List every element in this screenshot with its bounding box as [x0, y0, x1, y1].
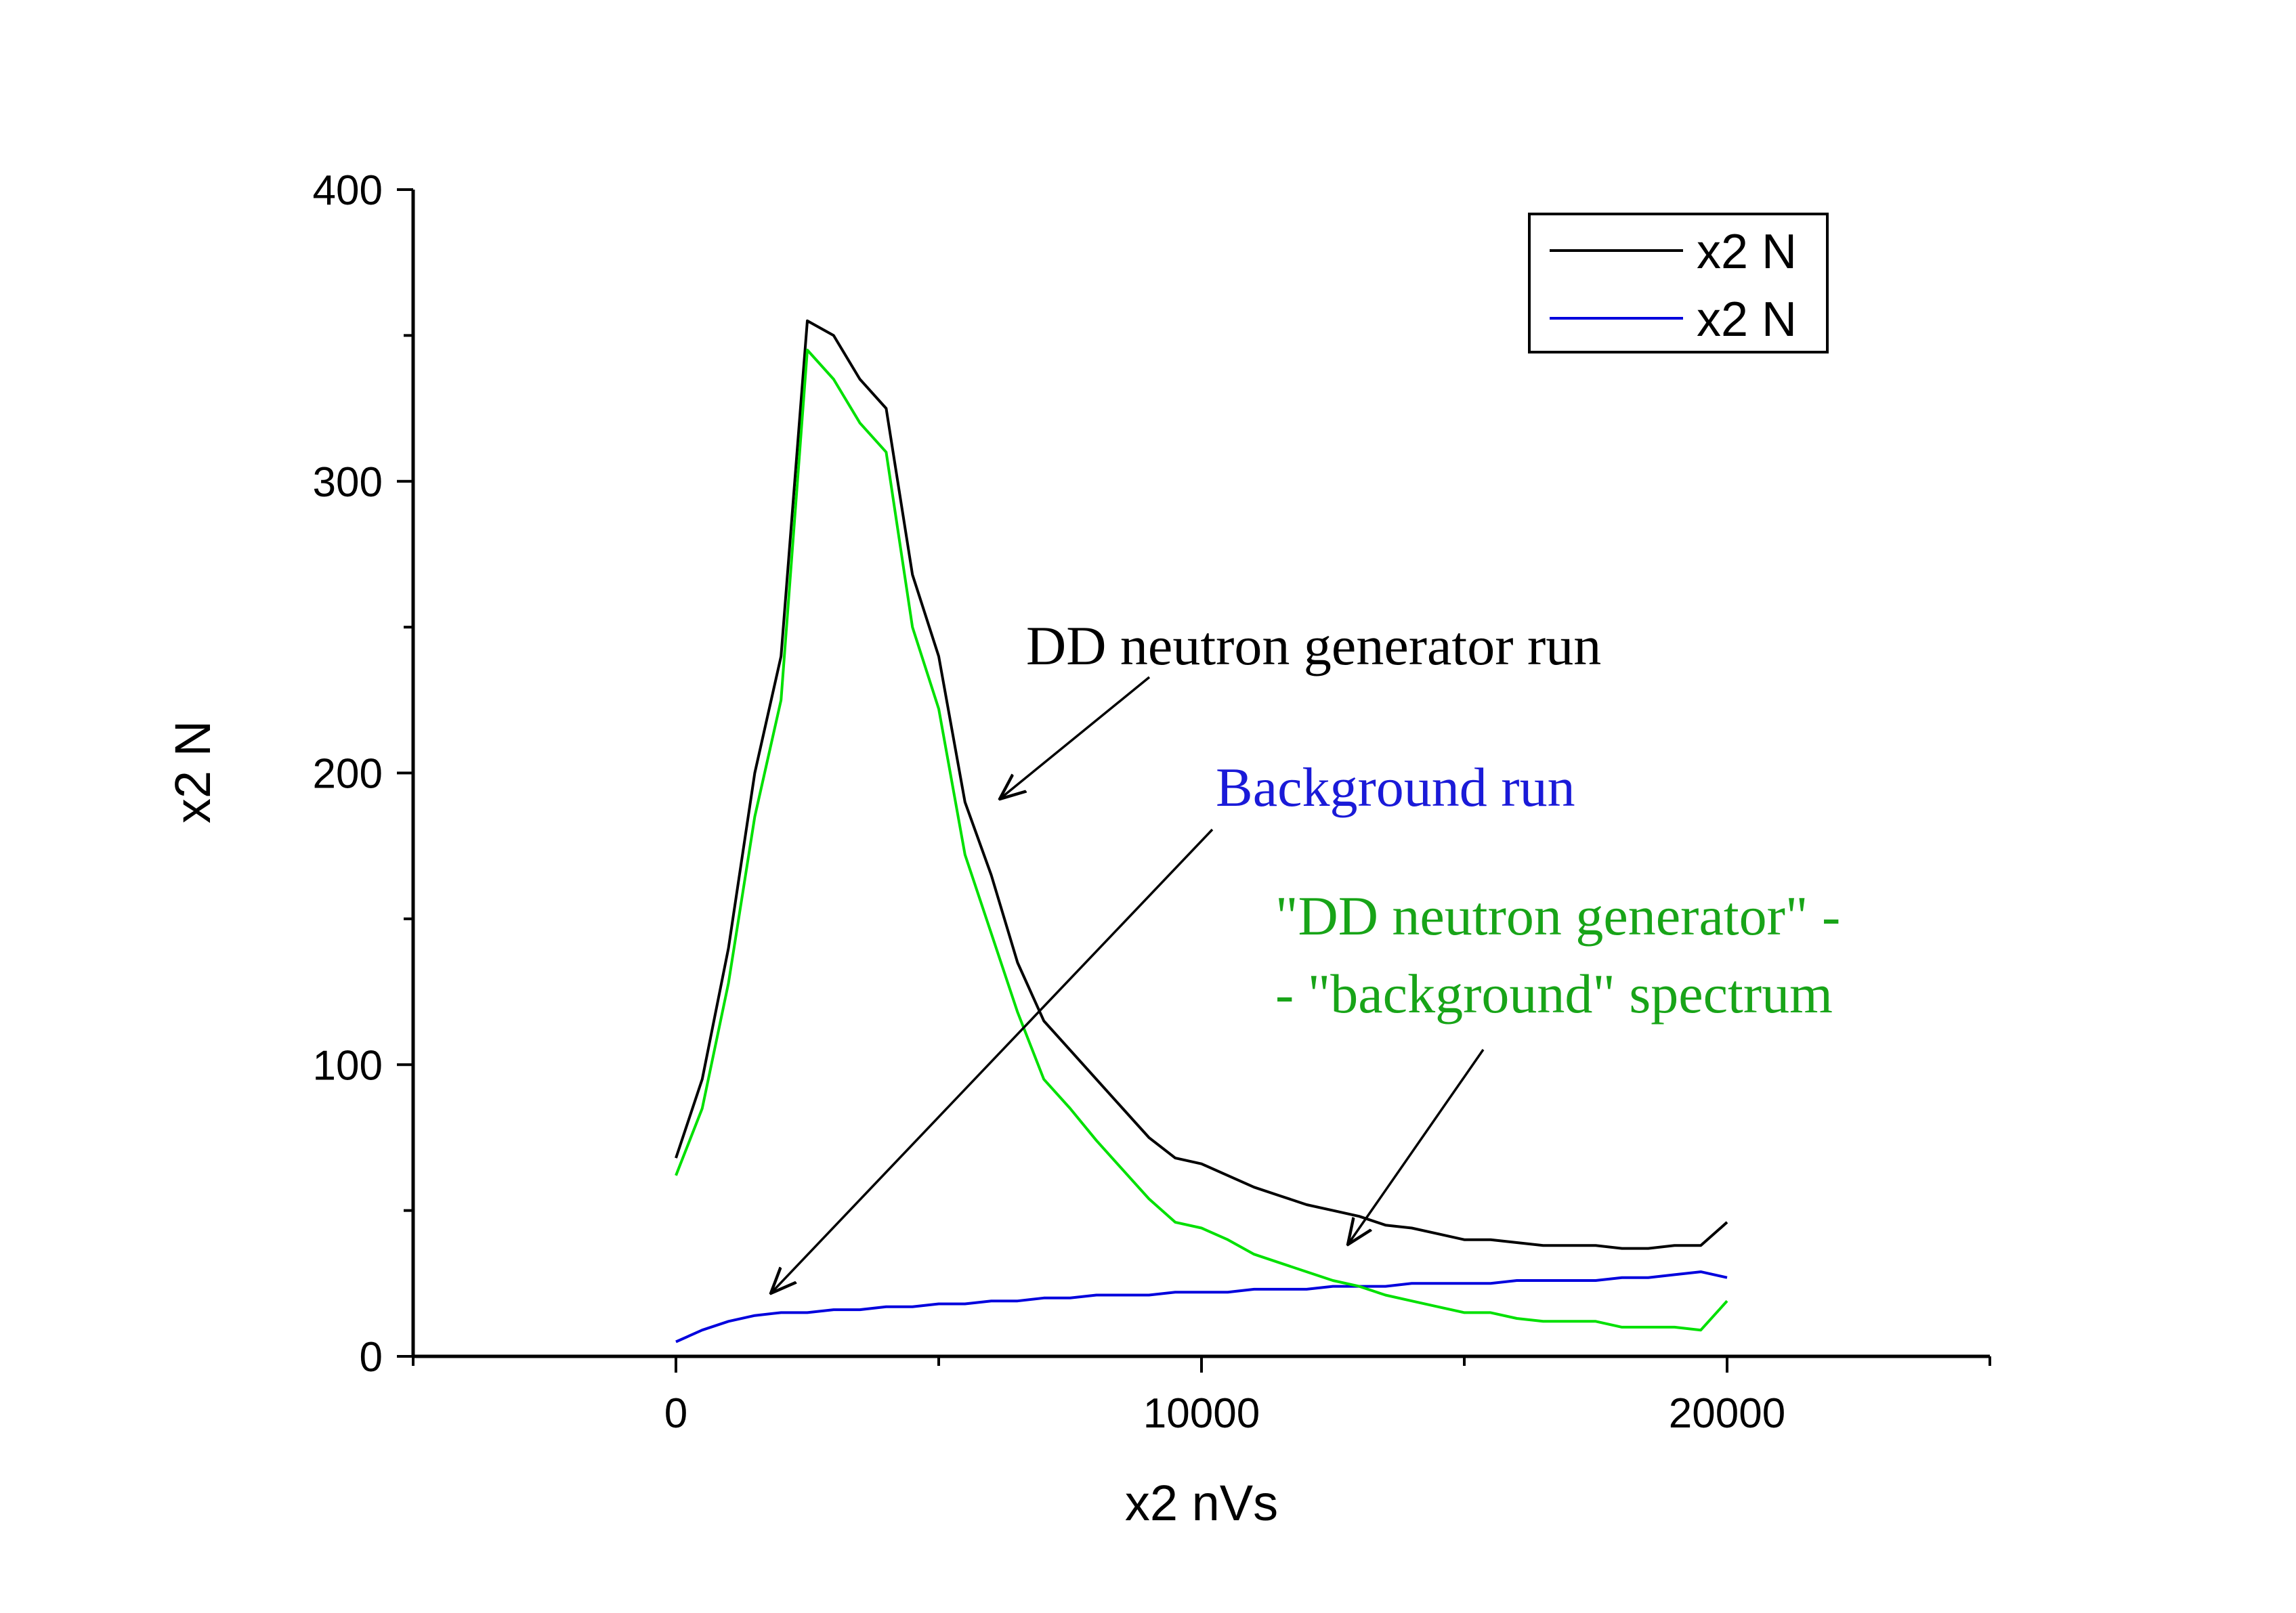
- legend-label-0: x2 N: [1697, 225, 1797, 279]
- plot-series: [675, 319, 1728, 1343]
- y-tick-label: 300: [313, 459, 383, 506]
- series-line-1: [675, 1270, 1728, 1343]
- legend-box: [1528, 213, 1829, 353]
- arrow-difference: [1348, 1049, 1485, 1245]
- x-ticks: 0 10000 20000: [412, 1356, 1991, 1437]
- axes: 0 10000 20000 0 100 200 300 400: [313, 167, 1991, 1437]
- x-tick-label: 10000: [1143, 1390, 1260, 1437]
- series-line-0: [675, 319, 1728, 1250]
- y-axis-label: x2 N: [165, 721, 221, 823]
- legend-label-1: x2 N: [1697, 293, 1797, 347]
- x-tick-label: 0: [664, 1390, 687, 1437]
- y-ticks: 0 100 200 300 400: [313, 167, 413, 1381]
- annotation-difference-line2: - "background" spectrum: [1275, 963, 1833, 1025]
- annotation-background: Background run: [1216, 756, 1575, 818]
- arrow-background: [771, 828, 1214, 1293]
- y-tick-label: 200: [313, 751, 383, 798]
- y-tick-label: 400: [313, 167, 383, 214]
- legend: x2 N x2 N: [1528, 213, 1829, 353]
- annotations: DD neutron generator run Background run …: [771, 615, 1840, 1293]
- annotation-difference-line1: "DD neutron generator" -: [1275, 885, 1840, 947]
- x-tick-label: 20000: [1669, 1390, 1785, 1437]
- x-axis-label: x2 nVs: [1125, 1475, 1278, 1531]
- series-line-2: [675, 348, 1728, 1332]
- y-tick-label: 0: [360, 1334, 383, 1381]
- arrow-dd-run: [1000, 676, 1151, 799]
- annotation-dd-run: DD neutron generator run: [1026, 615, 1601, 676]
- y-tick-label: 100: [313, 1042, 383, 1089]
